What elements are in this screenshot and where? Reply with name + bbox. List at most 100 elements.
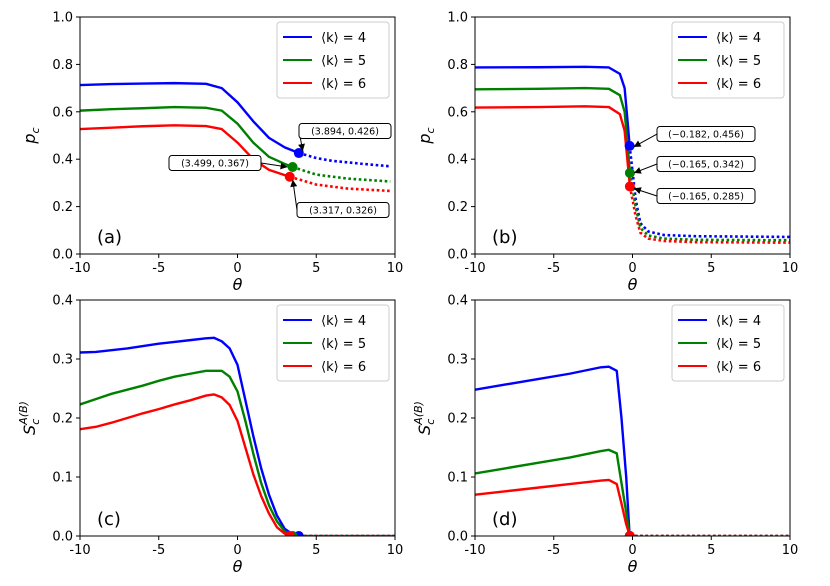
- panel-b-x-tick-label: -10: [464, 261, 485, 276]
- panel-a-series-1-solid-line: [80, 81, 300, 155]
- panel-c-series-3-critical-point: [284, 531, 295, 536]
- panel-b-annotation-box: [656, 156, 756, 172]
- panel-a-annotation-box: [298, 123, 392, 139]
- panel-c-series-3-solid-line: [80, 393, 291, 536]
- panel-b-y-tick-label: 0.2: [447, 200, 468, 215]
- panel-d-x-tick-label: -10: [464, 543, 485, 558]
- panel-b-series-1-critical-point: [624, 140, 635, 151]
- panel-d-legend: ⟨k⟩ = 4 ⟨k⟩ = 5 ⟨k⟩ = 6: [671, 304, 785, 382]
- panel-c-y-tick-label: 0.1: [52, 471, 73, 486]
- panel-a-x-tick-label: 5: [312, 261, 320, 276]
- panel-c-series-2-solid-line: [80, 369, 294, 536]
- panel-d-series-3-solid-line: [475, 478, 632, 536]
- panel-b: -10 -5 0 5 10 0.0 0.2 0.4 0.6 0.8 1.0 (−0.182, 0.4…: [415, 11, 798, 295]
- panel-b-annotations: (−0.182, 0.456) (−0.165, 0.342) (−0.165, 0…: [633, 126, 756, 204]
- panel-b-y-tick-label: 1.0: [447, 11, 468, 26]
- panel-a-annotations: (3.894, 0.426) (3.499, 0.367) (3.317, 0.32…: [168, 123, 392, 218]
- panel-a-x-tick-label: 10: [387, 261, 404, 276]
- panel-b-annotation-box: [656, 126, 756, 142]
- panel-b-series-1-solid-line: [475, 65, 631, 147]
- panel-c-legend-label: ⟨k⟩ = 6: [321, 360, 366, 375]
- panel-d-legend-label: ⟨k⟩ = 6: [716, 360, 761, 375]
- panel-c-x-axis-title: θ: [233, 557, 243, 576]
- panel-d-y-tick-label: 0.4: [447, 294, 468, 309]
- panel-d-series-1-solid-line: [475, 365, 631, 536]
- panel-c-y-tick-label: 0.2: [52, 412, 73, 427]
- panel-b-annotation-text: (−0.182, 0.456): [668, 130, 744, 141]
- panel-a-curves: [80, 81, 391, 193]
- panel-c-series-1-solid-line: [80, 336, 300, 536]
- panel-a-legend-label: ⟨k⟩ = 5: [321, 54, 366, 69]
- panel-b-annotation-text: (−0.165, 0.285): [668, 192, 744, 203]
- panel-d-legend-label: ⟨k⟩ = 4: [716, 314, 761, 329]
- panel-b-curves: [475, 65, 790, 244]
- panel-a-annotation-box: [296, 202, 390, 218]
- panel-b-annotation-box: [656, 188, 756, 204]
- panel-d-y-tick-label: 0.3: [447, 353, 468, 368]
- panel-b-legend-box: [671, 21, 785, 99]
- panel-a-series-3-dotted-line: [289, 175, 391, 193]
- panel-a-annotation-text: (3.894, 0.426): [311, 127, 379, 138]
- panel-b-y-tick-label: 0.4: [447, 153, 468, 168]
- panel-a-series-1-dotted-line: [298, 151, 391, 168]
- panel-c-y-tick-label: 0.0: [52, 530, 73, 545]
- panel-a: -10 -5 0 5 10 0.0 0.2 0.4 0.6 0.8 1.0 (3.894, 0.42…: [20, 11, 403, 295]
- panel-d-ticks: -10 -5 0 5 10 0.0 0.1 0.2 0.3 0.4: [447, 294, 798, 559]
- panel-b-series-3-dotted-line: [628, 186, 790, 244]
- panel-c-legend-label: ⟨k⟩ = 5: [321, 337, 366, 352]
- panel-a-legend-label: ⟨k⟩ = 6: [321, 77, 366, 92]
- panel-c-y-axis-title: ScA(B): [17, 401, 42, 435]
- panel-c-legend-box: [276, 304, 390, 382]
- panel-a-x-tick-label: 0: [233, 261, 241, 276]
- panel-c-x-tick-label: -5: [152, 543, 165, 558]
- panel-c-curves: [80, 336, 395, 536]
- panel-b-series-2-critical-point: [624, 167, 635, 178]
- panel-b-annotation-arrowhead: [633, 167, 642, 174]
- panel-c-x-tick-label: 5: [312, 543, 320, 558]
- panel-b-series-1-dotted-line: [628, 145, 790, 239]
- panel-b-legend-label: ⟨k⟩ = 4: [716, 31, 761, 46]
- panel-d-y-axis-title: ScA(B): [412, 401, 437, 435]
- panel-c-ticks: -10 -5 0 5 10 0.0 0.1 0.2 0.3 0.4: [52, 294, 403, 559]
- panel-b-series-2-solid-line: [475, 86, 632, 174]
- panel-d-x-tick-label: 5: [707, 543, 715, 558]
- panel-a-annotation-text: (3.499, 0.367): [181, 159, 249, 170]
- panel-b-x-tick-label: 10: [782, 261, 799, 276]
- panel-a-series-1-critical-point: [293, 148, 304, 159]
- panel-a-x-tick-label: -5: [152, 261, 165, 276]
- panel-a-series-2-solid-line: [80, 105, 294, 169]
- panel-b-legend: ⟨k⟩ = 4 ⟨k⟩ = 5 ⟨k⟩ = 6: [671, 21, 785, 99]
- panel-d-series-3-critical-point: [624, 531, 635, 536]
- panel-d-x-axis-title: θ: [628, 557, 638, 576]
- panel-a-series-3-critical-point: [284, 171, 295, 182]
- panel-a-x-axis-title: θ: [233, 275, 243, 294]
- panel-a-y-tick-label: 0.2: [52, 200, 73, 215]
- panel-d-y-tick-label: 0.0: [447, 530, 468, 545]
- panel-b-annotation-arrowhead: [633, 140, 642, 147]
- panel-c-y-tick-label: 0.3: [52, 353, 73, 368]
- panel-d-x-tick-label: 0: [628, 543, 636, 558]
- panel-a-legend-label: ⟨k⟩ = 4: [321, 31, 366, 46]
- panel-a-series-3-solid-line: [80, 124, 291, 178]
- panel-b-x-tick-label: 0: [628, 261, 636, 276]
- panel-c-x-tick-label: 10: [387, 543, 404, 558]
- panel-d-curves: [475, 365, 790, 536]
- panel-c-x-tick-label: 0: [233, 543, 241, 558]
- panel-a-y-tick-label: 0.4: [52, 153, 73, 168]
- panel-a-label: (a): [97, 227, 122, 248]
- panel-a-annotation-box: [168, 155, 262, 171]
- panel-d: -10 -5 0 5 100.00.10.20.30.4 ⟨k⟩ = 4⟨k⟩ = 5⟨…: [412, 294, 798, 577]
- panel-a-series-2-dotted-line: [292, 165, 391, 183]
- panel-d-y-tick-label: 0.1: [447, 471, 468, 486]
- panel-d-x-tick-label: -5: [547, 543, 560, 558]
- panel-b-series-3-solid-line: [475, 105, 632, 187]
- panel-a-annotation-arrowhead: [290, 179, 298, 188]
- panel-a-ticks: -10 -5 0 5 10 0.0 0.2 0.4 0.6 0.8 1.0: [52, 11, 403, 277]
- panel-a-annotation-arrowhead: [298, 143, 305, 152]
- panel-c-label: (c): [97, 509, 121, 530]
- panel-a-y-tick-label: 0.6: [52, 105, 73, 120]
- panel-b-y-tick-label: 0.0: [447, 248, 468, 263]
- panel-b-x-tick-label: 5: [707, 261, 715, 276]
- panel-c-y-tick-label: 0.4: [52, 294, 73, 309]
